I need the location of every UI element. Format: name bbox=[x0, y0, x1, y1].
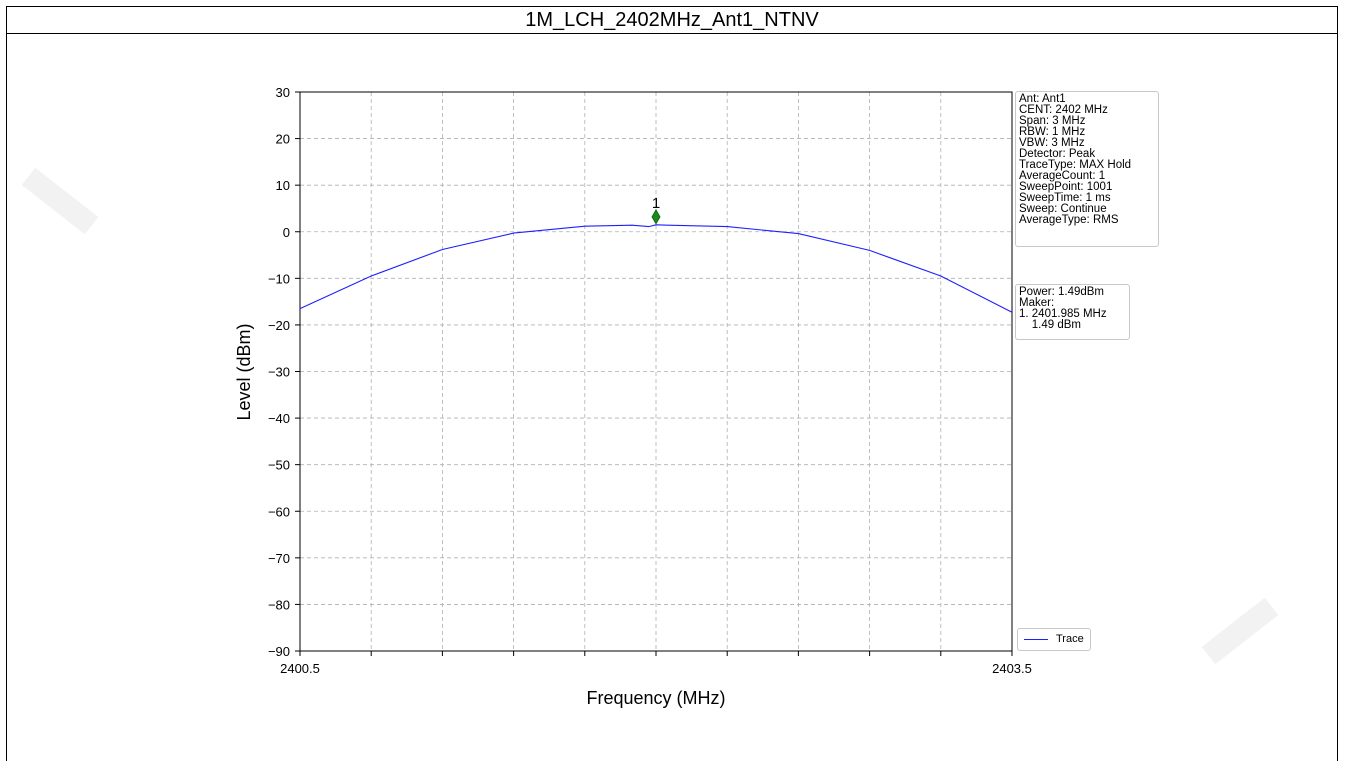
y-tick-label: −60 bbox=[268, 504, 290, 519]
y-tick-label: 0 bbox=[283, 225, 290, 240]
axis-ticks: 30 20 10 0 −10 −20 −30 −40 −50 −60 −70 −80 −90 2400.5… bbox=[268, 85, 1032, 676]
info-box-line: RBW: 1 MHz bbox=[1019, 126, 1086, 138]
y-tick-label: 20 bbox=[276, 132, 290, 147]
settings-info-box: Ant: Ant1 CENT: 2402 MHz Span: 3 MHz RBW: 1… bbox=[1015, 91, 1159, 247]
series-group bbox=[299, 224, 1013, 313]
legend-label-trace: Trace bbox=[1056, 633, 1084, 645]
y-axis-label: Level (dBm) bbox=[234, 323, 254, 420]
legend-swatch-trace bbox=[1024, 639, 1048, 640]
marker-box-line: 1.49 dBm bbox=[1019, 319, 1082, 331]
y-tick-label: −50 bbox=[268, 458, 290, 473]
info-box-line: CENT: 2402 MHz bbox=[1019, 104, 1108, 116]
x-axis-label: Frequency (MHz) bbox=[586, 688, 725, 708]
y-tick-label: −10 bbox=[268, 271, 290, 286]
info-box-line: Sweep: Continue bbox=[1019, 203, 1107, 215]
marker-label: 1 bbox=[652, 195, 660, 212]
y-tick-label: −40 bbox=[268, 411, 290, 426]
marker-box-line: 1. 2401.985 MHz bbox=[1019, 308, 1107, 320]
info-box-line: AverageType: RMS bbox=[1019, 214, 1119, 226]
y-tick-label: −30 bbox=[268, 365, 290, 380]
info-box-line: Span: 3 MHz bbox=[1019, 115, 1086, 127]
info-box-line: AverageCount: 1 bbox=[1019, 170, 1106, 182]
marker-group: 1 bbox=[651, 195, 661, 225]
grid-lines bbox=[300, 92, 1012, 651]
info-box-line: SweepPoint: 1001 bbox=[1019, 181, 1113, 193]
marker-info-box: Power: 1.49dBm Maker: 1. 2401.985 MHz 1.49… bbox=[1015, 284, 1130, 340]
x-tick-label: 2403.5 bbox=[992, 661, 1032, 676]
y-tick-label: −70 bbox=[268, 551, 290, 566]
marker-diamond bbox=[651, 209, 661, 225]
y-tick-label: 10 bbox=[276, 178, 290, 193]
info-box-line: VBW: 3 MHz bbox=[1019, 137, 1085, 149]
info-box-line: Ant: Ant1 bbox=[1019, 93, 1066, 105]
info-box-line: Detector: Peak bbox=[1019, 148, 1096, 160]
info-box-line: SweepTime: 1 ms bbox=[1019, 192, 1111, 204]
info-box-line: TraceType: MAX Hold bbox=[1019, 159, 1132, 171]
x-tick-label: 2400.5 bbox=[280, 661, 320, 676]
marker-box-line: Maker: bbox=[1019, 297, 1055, 309]
legend: Trace bbox=[1017, 628, 1091, 651]
marker-box-line: Power: 1.49dBm bbox=[1019, 286, 1105, 298]
y-tick-label: −90 bbox=[268, 644, 290, 659]
y-tick-label: 30 bbox=[276, 85, 290, 100]
y-tick-label: −80 bbox=[268, 597, 290, 612]
y-tick-label: −20 bbox=[268, 318, 290, 333]
series-line-trace bbox=[299, 224, 1013, 313]
page-title: 1M_LCH_2402MHz_Ant1_NTNV bbox=[7, 7, 1337, 34]
chart-frame: 1M_LCH_2402MHz_Ant1_NTNV bbox=[6, 6, 1338, 761]
